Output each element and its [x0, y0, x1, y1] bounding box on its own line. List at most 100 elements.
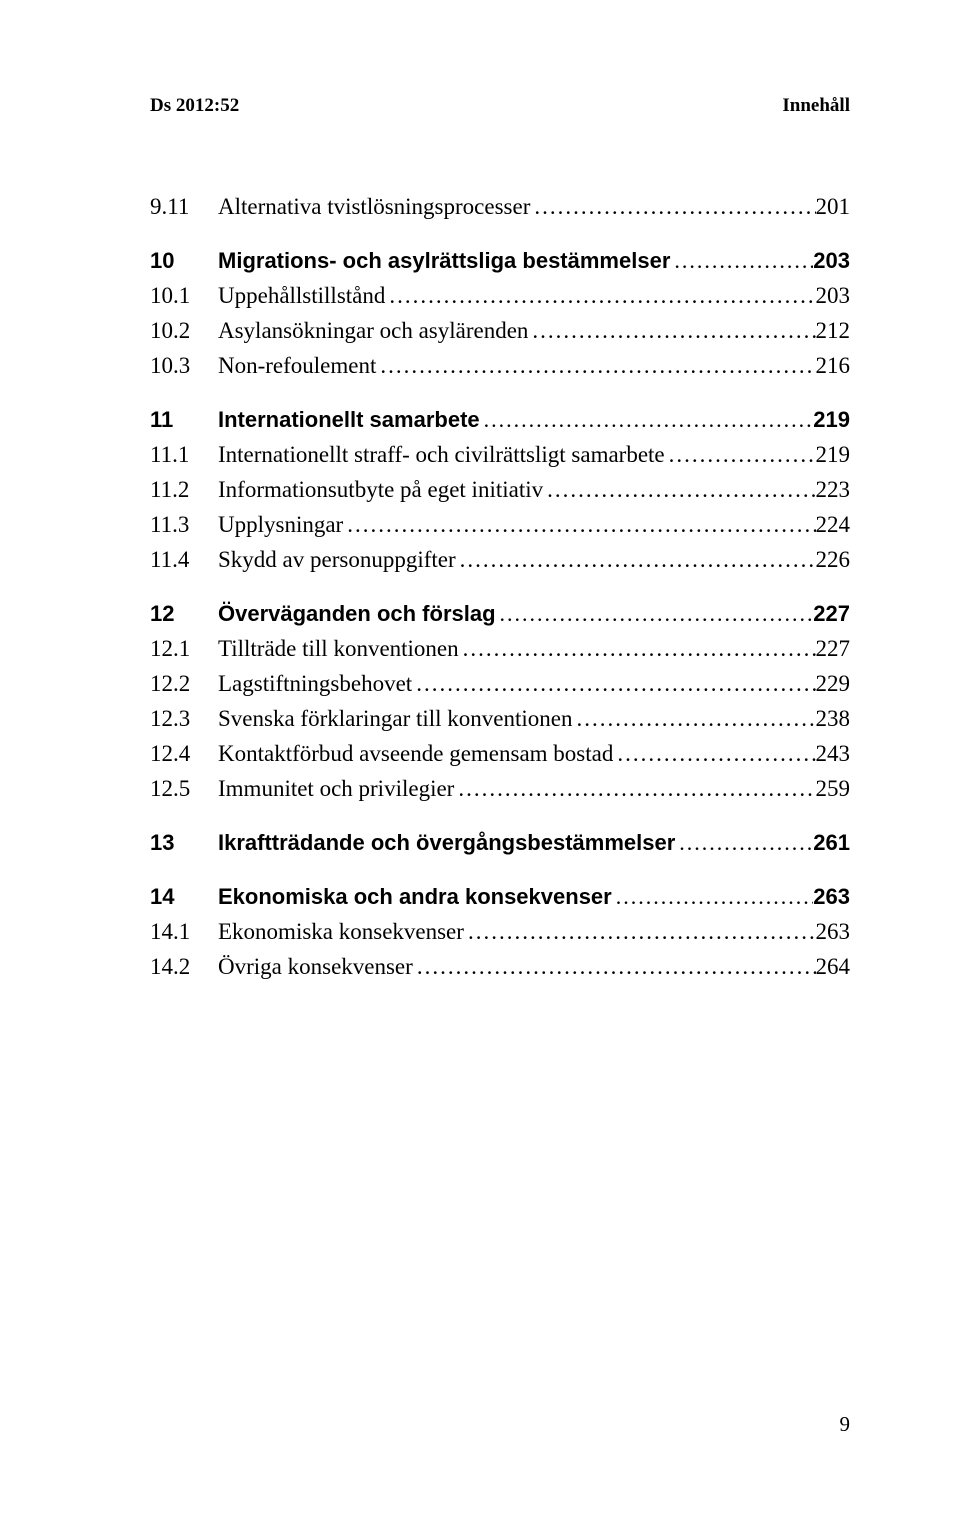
toc-leader-dots: ........................................… — [459, 637, 816, 660]
toc-leader-dots: ........................................… — [675, 832, 813, 854]
toc-entry-number: 14.2 — [150, 955, 218, 978]
toc-entry: 11.2Informationsutbyte på eget initiativ… — [150, 478, 850, 501]
toc-entry-label: Asylansökningar och asylärenden — [218, 319, 528, 342]
toc-entry: 11Internationellt samarbete.............… — [150, 409, 850, 431]
toc-entry: 14Ekonomiska och andra konsekvenser.....… — [150, 886, 850, 908]
table-of-contents: 9.11Alternativa tvistlösningsprocesser..… — [150, 195, 850, 978]
toc-entry-page: 219 — [816, 443, 851, 466]
toc-leader-dots: ........................................… — [343, 513, 815, 536]
toc-leader-dots: ........................................… — [612, 886, 814, 908]
toc-leader-dots: ........................................… — [412, 672, 815, 695]
toc-entry-number: 12.2 — [150, 672, 218, 695]
toc-entry-page: 263 — [813, 886, 850, 908]
toc-entry-label: Upplysningar — [218, 513, 343, 536]
toc-entry: 12.2Lagstiftningsbehovet................… — [150, 672, 850, 695]
toc-entry: 11.3Upplysningar........................… — [150, 513, 850, 536]
toc-entry-number: 10.1 — [150, 284, 218, 307]
toc-leader-dots: ........................................… — [464, 920, 816, 943]
toc-entry-page: 243 — [816, 742, 851, 765]
toc-entry-label: Internationellt straff- och civilrättsli… — [218, 443, 665, 466]
page-number: 9 — [840, 1412, 851, 1437]
toc-entry-label: Övriga konsekvenser — [218, 955, 413, 978]
header-left: Ds 2012:52 — [150, 95, 239, 117]
toc-entry-page: 259 — [816, 777, 851, 800]
toc-leader-dots: ........................................… — [413, 955, 816, 978]
toc-entry: 10.1Uppehållstillstånd..................… — [150, 284, 850, 307]
toc-entry: 12Överväganden och förslag..............… — [150, 603, 850, 625]
toc-entry-page: 229 — [816, 672, 851, 695]
toc-entry-number: 12.3 — [150, 707, 218, 730]
toc-entry-label: Ekonomiska konsekvenser — [218, 920, 464, 943]
toc-entry-number: 10 — [150, 250, 218, 272]
toc-entry-page: 212 — [816, 319, 851, 342]
toc-entry: 12.3Svenska förklaringar till konvention… — [150, 707, 850, 730]
toc-entry-number: 11.4 — [150, 548, 218, 571]
toc-entry-page: 227 — [813, 603, 850, 625]
toc-entry-label: Ekonomiska och andra konsekvenser — [218, 886, 612, 908]
toc-entry-page: 226 — [816, 548, 851, 571]
toc-entry-page: 201 — [816, 195, 851, 218]
toc-entry-number: 12 — [150, 603, 218, 625]
toc-entry-label: Uppehållstillstånd — [218, 284, 385, 307]
toc-entry-label: Kontaktförbud avseende gemensam bostad — [218, 742, 613, 765]
toc-entry-label: Överväganden och förslag — [218, 603, 496, 625]
toc-leader-dots: ........................................… — [573, 707, 816, 730]
toc-entry: 12.4Kontaktförbud avseende gemensam bost… — [150, 742, 850, 765]
toc-entry: 13Ikraftträdande och övergångsbestämmels… — [150, 832, 850, 854]
toc-leader-dots: ........................................… — [665, 443, 816, 466]
toc-entry: 10.3Non-refoulement.....................… — [150, 354, 850, 377]
toc-entry-number: 11.1 — [150, 443, 218, 466]
toc-entry-label: Svenska förklaringar till konventionen — [218, 707, 573, 730]
toc-entry-page: 223 — [816, 478, 851, 501]
toc-entry-label: Ikraftträdande och övergångsbestämmelser — [218, 832, 675, 854]
toc-entry-page: 238 — [816, 707, 851, 730]
toc-entry-number: 12.1 — [150, 637, 218, 660]
toc-entry-label: Immunitet och privilegier — [218, 777, 454, 800]
toc-leader-dots: ........................................… — [376, 354, 815, 377]
running-header: Ds 2012:52 Innehåll — [150, 95, 850, 117]
toc-entry-label: Tillträde till konventionen — [218, 637, 459, 660]
toc-leader-dots: ........................................… — [670, 250, 813, 272]
toc-entry-label: Migrations- och asylrättsliga bestämmels… — [218, 250, 670, 272]
toc-entry-number: 12.4 — [150, 742, 218, 765]
toc-leader-dots: ........................................… — [480, 409, 814, 431]
toc-entry-number: 9.11 — [150, 195, 218, 218]
toc-entry-number: 10.2 — [150, 319, 218, 342]
toc-entry-label: Internationellt samarbete — [218, 409, 480, 431]
toc-leader-dots: ........................................… — [530, 195, 815, 218]
toc-entry-number: 14 — [150, 886, 218, 908]
toc-entry-page: 263 — [816, 920, 851, 943]
toc-entry-label: Non-refoulement — [218, 354, 376, 377]
toc-leader-dots: ........................................… — [613, 742, 815, 765]
toc-entry-number: 12.5 — [150, 777, 218, 800]
toc-entry-page: 261 — [813, 832, 850, 854]
toc-entry-number: 11 — [150, 409, 218, 431]
toc-entry-number: 11.2 — [150, 478, 218, 501]
toc-entry-page: 203 — [816, 284, 851, 307]
toc-entry-page: 216 — [816, 354, 851, 377]
toc-entry-page: 203 — [813, 250, 850, 272]
toc-entry: 9.11Alternativa tvistlösningsprocesser..… — [150, 195, 850, 218]
toc-entry: 14.2Övriga konsekvenser.................… — [150, 955, 850, 978]
toc-entry-label: Informationsutbyte på eget initiativ — [218, 478, 543, 501]
toc-entry: 14.1Ekonomiska konsekvenser.............… — [150, 920, 850, 943]
toc-leader-dots: ........................................… — [456, 548, 816, 571]
toc-entry: 10.2Asylansökningar och asylärenden.....… — [150, 319, 850, 342]
toc-entry: 10Migrations- och asylrättsliga bestämme… — [150, 250, 850, 272]
toc-leader-dots: ........................................… — [496, 603, 814, 625]
toc-entry-page: 224 — [816, 513, 851, 536]
toc-entry-number: 14.1 — [150, 920, 218, 943]
toc-entry-number: 11.3 — [150, 513, 218, 536]
toc-entry-number: 10.3 — [150, 354, 218, 377]
toc-entry-page: 227 — [816, 637, 851, 660]
toc-entry-number: 13 — [150, 832, 218, 854]
toc-entry-label: Alternativa tvistlösningsprocesser — [218, 195, 530, 218]
toc-leader-dots: ........................................… — [385, 284, 815, 307]
toc-leader-dots: ........................................… — [543, 478, 815, 501]
toc-entry-label: Skydd av personuppgifter — [218, 548, 456, 571]
header-right: Innehåll — [782, 95, 850, 117]
toc-entry: 12.5Immunitet och privilegier...........… — [150, 777, 850, 800]
toc-entry: 12.1Tillträde till konventionen.........… — [150, 637, 850, 660]
toc-entry: 11.1Internationellt straff- och civilrät… — [150, 443, 850, 466]
toc-entry-page: 264 — [816, 955, 851, 978]
